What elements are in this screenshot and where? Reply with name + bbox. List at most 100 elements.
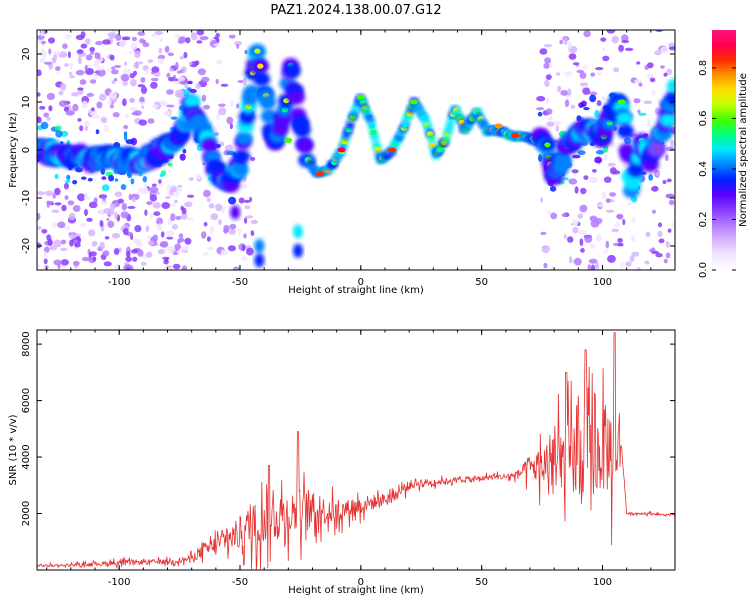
heatmap-cell <box>77 56 82 65</box>
heatmap-cell <box>37 263 40 268</box>
heatmap-cell <box>235 131 253 146</box>
heatmap-cell <box>607 162 616 167</box>
heatmap-cell <box>201 138 218 153</box>
x-tick-label: 50 <box>475 277 488 288</box>
colorbar: 0.0 0.2 0.4 0.6 0.8 Normalized spectral ampl… <box>698 30 749 278</box>
y-tick-label: 0 <box>21 147 32 153</box>
heatmap-cell <box>134 225 142 233</box>
heatmap-cell <box>88 251 97 257</box>
y-tick-label: 2000 <box>21 501 32 526</box>
heatmap-cell <box>203 104 211 110</box>
spectrogram-y-label: Frequency (Hz) <box>8 112 19 188</box>
heatmap-cell <box>605 209 615 213</box>
heatmap-cell <box>86 92 94 97</box>
heatmap-cell <box>175 215 182 220</box>
heatmap-cell <box>670 139 675 148</box>
heatmap-cell <box>152 104 159 109</box>
heatmap-cell <box>207 246 214 251</box>
heatmap-cell <box>216 59 223 65</box>
heatmap-cell <box>230 99 234 108</box>
heatmap-cell <box>237 80 245 83</box>
snr-frame <box>36 329 676 571</box>
heatmap-cell <box>160 101 168 107</box>
heatmap-cell <box>82 256 89 262</box>
heatmap-cell <box>668 46 675 51</box>
heatmap-cell <box>40 50 47 58</box>
heatmap-cell <box>114 178 119 182</box>
heatmap-cell <box>107 67 111 72</box>
heatmap-cell <box>53 259 62 266</box>
heatmap-cell <box>547 210 552 215</box>
heatmap-cell <box>68 71 73 76</box>
heatmap-cell <box>121 202 128 211</box>
heatmap-cell <box>622 218 626 226</box>
heatmap-cell <box>54 202 62 206</box>
heatmap-cell <box>546 121 555 127</box>
heatmap-cell <box>95 40 103 46</box>
heatmap-cell <box>201 76 210 83</box>
heatmap-cell <box>176 70 182 74</box>
heatmap-cell <box>181 66 187 73</box>
heatmap-cell <box>151 183 157 187</box>
heatmap-cell <box>426 134 436 143</box>
heatmap-cell <box>288 90 305 105</box>
heatmap-cell <box>40 40 47 45</box>
heatmap-cell <box>137 61 144 65</box>
heatmap-cell <box>137 249 144 257</box>
heatmap-cell <box>601 191 607 200</box>
y-tick-label: 4000 <box>21 444 32 469</box>
heatmap-cell <box>226 150 236 156</box>
heatmap-cell <box>189 62 193 65</box>
heatmap-cell <box>360 99 367 106</box>
heatmap-cell <box>184 237 192 245</box>
colorbar-tick-label: 0.0 <box>698 262 709 278</box>
heatmap-cell <box>94 52 99 59</box>
heatmap-cell <box>87 177 93 182</box>
heatmap-cell <box>540 231 547 236</box>
heatmap-cell <box>559 39 563 45</box>
heatmap-cell <box>120 184 127 190</box>
heatmap-cell <box>110 69 119 75</box>
heatmap-cell <box>44 265 49 270</box>
heatmap-cell <box>579 238 584 246</box>
heatmap-cell <box>137 84 146 88</box>
colorbar-ticks: 0.0 0.2 0.4 0.6 0.8 <box>698 60 736 278</box>
heatmap-cell <box>164 196 171 199</box>
heatmap-cell <box>644 260 650 265</box>
heatmap-cell <box>231 161 249 177</box>
colorbar-label: Normalized spectral amplitude <box>738 73 749 227</box>
heatmap-cell <box>370 133 380 142</box>
heatmap-cell <box>80 223 87 228</box>
heatmap-cell <box>590 264 596 270</box>
heatmap-cell <box>179 80 188 85</box>
heatmap-cell <box>177 40 184 44</box>
heatmap-cell <box>130 137 138 146</box>
heatmap-cell <box>99 241 106 250</box>
heatmap-cell <box>48 48 52 55</box>
heatmap-cell <box>98 93 107 102</box>
heatmap-cell <box>39 57 46 63</box>
heatmap-cell <box>49 245 58 251</box>
heatmap-cell <box>124 61 128 66</box>
heatmap-cell <box>89 79 97 84</box>
heatmap-cell <box>474 109 481 115</box>
x-tick-label: 0 <box>358 277 364 288</box>
heatmap-cell <box>658 222 662 228</box>
heatmap-cell <box>602 153 608 161</box>
heatmap-cell <box>201 231 207 239</box>
heatmap-cell <box>74 242 81 248</box>
y-tick-label: -20 <box>21 238 32 254</box>
heatmap-cell <box>543 262 548 269</box>
heatmap-cell <box>228 34 236 39</box>
heatmap-cell <box>571 219 579 227</box>
heatmap-cell <box>136 241 143 248</box>
heatmap-cell <box>218 103 226 107</box>
heatmap-cell <box>96 101 103 109</box>
heatmap-cell <box>245 215 254 219</box>
y-tick-label: -10 <box>21 190 32 206</box>
heatmap-cell <box>618 44 624 52</box>
heatmap-cell <box>597 203 604 208</box>
heatmap-cell <box>620 262 624 269</box>
heatmap-cell <box>594 262 600 270</box>
heatmap-cell <box>250 219 258 225</box>
